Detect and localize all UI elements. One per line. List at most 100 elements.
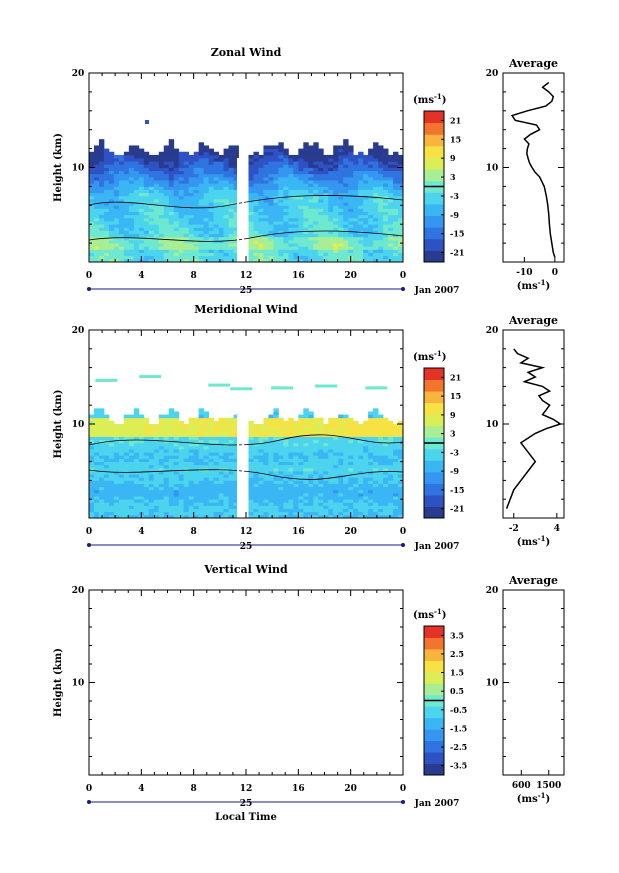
field-cell [378, 249, 384, 253]
field-cell [228, 452, 234, 456]
field-cell [193, 236, 200, 241]
field-cell [193, 442, 200, 447]
field-cell [363, 489, 369, 494]
field-cell [93, 408, 100, 412]
field-cell [98, 205, 105, 209]
field-cell [198, 255, 205, 260]
field-cell [203, 176, 210, 181]
field-cell [98, 176, 105, 181]
field-cell [338, 249, 344, 253]
field-cell [328, 214, 334, 219]
x-tick-label: 20 [344, 271, 357, 281]
field-cell [173, 195, 180, 200]
field-cell [253, 233, 259, 238]
field-cell [148, 430, 155, 434]
field-cell [193, 202, 200, 206]
field-cell [398, 208, 404, 212]
field-cell [308, 461, 314, 466]
field-cell [338, 452, 344, 456]
field-cell [303, 227, 309, 231]
field-cell [278, 492, 284, 497]
field-cell [138, 436, 145, 441]
field-cell [343, 230, 349, 235]
field-cell [278, 477, 284, 481]
field-cell [128, 496, 135, 500]
field-cell [198, 474, 205, 478]
field-cell [258, 205, 264, 209]
field-cell [373, 145, 379, 149]
field-cell [108, 176, 115, 181]
field-cell [283, 461, 289, 466]
field-cell [268, 173, 274, 178]
field-cell [218, 514, 224, 519]
field-cell [308, 214, 314, 219]
field-cell [348, 508, 354, 513]
field-cell [133, 148, 140, 153]
field-cell [103, 208, 110, 212]
field-cell [108, 164, 115, 168]
field-cell [123, 230, 130, 235]
field-cell [338, 239, 344, 244]
field-cell [303, 158, 309, 162]
field-cell [123, 496, 130, 500]
field-cell [373, 499, 379, 503]
field-cell [228, 154, 234, 159]
colorbar-label: -15 [450, 229, 464, 239]
field-cell [313, 205, 319, 209]
field-cell [273, 199, 279, 203]
field-cell [188, 499, 195, 503]
field-cell [163, 477, 170, 481]
field-cell [248, 255, 254, 260]
field-cell [218, 208, 224, 212]
field-cell [283, 192, 289, 197]
field-cell [128, 480, 135, 484]
field-cell [398, 452, 404, 456]
field-cell [398, 189, 404, 194]
field-cell [378, 183, 384, 187]
field-cell [278, 221, 284, 225]
field-cell [358, 189, 364, 194]
field-cell [328, 239, 334, 244]
field-cell [383, 461, 389, 466]
field-cell [193, 211, 200, 216]
field-cell [253, 514, 259, 519]
field-cell [213, 452, 219, 456]
colorbar-label: 1.5 [450, 668, 464, 678]
field-cell [173, 230, 180, 235]
field-cell [168, 214, 175, 219]
field-cell [388, 439, 394, 444]
field-cell [288, 180, 294, 184]
field-cell [308, 424, 314, 428]
field-cell [373, 189, 379, 194]
field-cell [393, 230, 399, 235]
y-axis-label: Height (km) [53, 648, 64, 717]
field-cell [153, 214, 160, 219]
field-cell [283, 258, 289, 263]
field-cell [318, 233, 324, 238]
field-cell [168, 417, 175, 422]
field-cell [293, 189, 299, 194]
field-cell [128, 420, 135, 425]
field-cell [283, 233, 289, 238]
field-cell [208, 186, 214, 190]
field-cell [178, 199, 185, 203]
field-cell [133, 255, 140, 260]
field-cell [118, 436, 125, 441]
field-cell [158, 239, 165, 244]
field-cell [98, 502, 105, 506]
field-cell [128, 224, 135, 228]
field-cell [278, 461, 284, 466]
field-cell [108, 442, 115, 447]
field-cell [133, 158, 140, 162]
field-cell [383, 467, 389, 472]
field-cell [163, 239, 170, 244]
field-cell [223, 164, 229, 168]
field-cell [143, 161, 150, 165]
field-cell [178, 433, 185, 437]
field-cell [298, 471, 304, 475]
field-cell [398, 433, 404, 437]
field-cell [173, 436, 180, 441]
field-cell [178, 502, 185, 506]
field-cell [288, 455, 294, 459]
field-cell [233, 221, 239, 225]
